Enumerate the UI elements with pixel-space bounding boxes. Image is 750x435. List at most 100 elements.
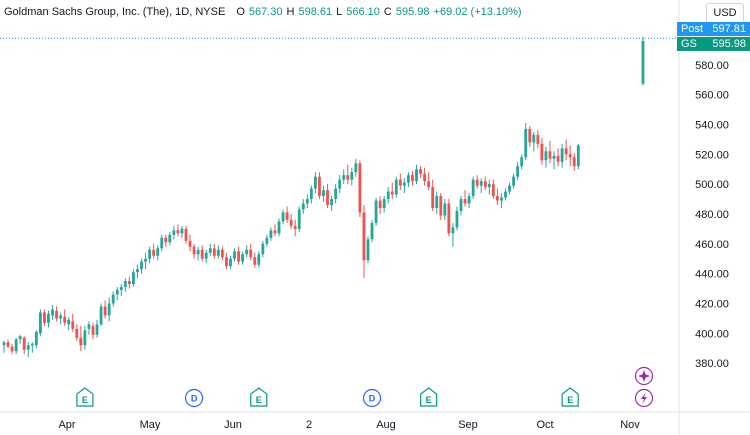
candle — [500, 193, 503, 208]
candle — [479, 178, 483, 194]
high-label: H — [286, 6, 295, 18]
sparkle-icon[interactable] — [634, 366, 654, 386]
candle — [281, 209, 285, 225]
candle — [2, 340, 6, 353]
candle — [358, 160, 362, 217]
candle — [67, 316, 71, 331]
candle — [168, 231, 172, 246]
candle-body — [103, 306, 107, 316]
candle — [520, 154, 524, 170]
candle-body — [423, 173, 427, 182]
candle — [6, 339, 10, 349]
candle — [83, 325, 87, 350]
dividend-event-icon[interactable]: D — [184, 388, 204, 408]
y-tick-label: 480.00 — [695, 209, 729, 221]
price-tag-label: GS — [681, 38, 697, 50]
candle — [374, 197, 378, 226]
candle — [184, 225, 188, 244]
candle-body — [172, 230, 176, 235]
candle-body — [249, 249, 253, 258]
candle — [487, 179, 491, 195]
candle — [641, 37, 645, 86]
candle-body — [216, 249, 220, 256]
candle — [180, 225, 184, 238]
candle-body — [6, 342, 10, 347]
candle-body — [483, 181, 487, 188]
earnings-event-icon[interactable]: E — [250, 387, 268, 407]
candle — [87, 321, 91, 335]
candle-body — [127, 281, 131, 285]
candle-body — [568, 154, 572, 158]
candle — [241, 251, 245, 265]
earnings-letter: E — [82, 395, 88, 405]
candle-body — [188, 240, 192, 247]
candle-body — [366, 239, 370, 261]
currency-button[interactable]: USD — [706, 3, 744, 24]
candle — [568, 145, 572, 167]
open-value: 567.30 — [248, 6, 283, 18]
post-tag-label: Post — [681, 23, 704, 35]
candle-body — [148, 249, 152, 259]
candle — [407, 172, 410, 188]
candle — [463, 190, 467, 207]
candle — [18, 334, 22, 344]
symbol-title: Goldman Sachs Group, Inc. (The), 1D, NYS… — [4, 6, 226, 18]
candle — [136, 264, 139, 279]
dividend-letter: D — [369, 394, 376, 404]
candle — [495, 188, 499, 206]
candle — [435, 191, 439, 214]
candle — [156, 245, 160, 261]
candle-body — [386, 191, 390, 200]
candle-body — [75, 328, 79, 338]
candle — [253, 252, 257, 268]
earnings-event-icon[interactable]: E — [561, 387, 579, 407]
candle — [269, 227, 273, 241]
candle-body — [504, 191, 507, 198]
candle-body — [34, 331, 38, 346]
candle — [212, 243, 216, 259]
earnings-event-icon[interactable]: E — [420, 387, 438, 407]
candle — [532, 131, 536, 152]
candle-body — [326, 190, 329, 206]
candle-body — [564, 148, 568, 155]
x-tick-label: May — [140, 419, 161, 431]
candle-body — [233, 251, 236, 259]
candle-body — [63, 316, 67, 323]
candle — [475, 175, 479, 189]
x-tick-label: Sep — [458, 419, 478, 431]
split-event-icon[interactable] — [634, 388, 654, 408]
candle-body — [208, 248, 212, 253]
candle — [415, 164, 418, 185]
low-label: L — [336, 6, 343, 18]
candle — [382, 196, 386, 213]
candle — [277, 218, 281, 237]
post-market-tag: Post 597.81 — [677, 22, 750, 36]
candle — [309, 185, 313, 204]
candle — [172, 225, 176, 240]
candle-body — [273, 230, 277, 234]
dividend-event-icon[interactable]: D — [362, 388, 382, 408]
candle — [111, 291, 115, 307]
candle — [229, 255, 232, 270]
candle — [512, 173, 515, 189]
candle-body — [43, 312, 46, 323]
candle-body — [22, 337, 26, 350]
last-price-tag: GS 595.98 — [677, 37, 750, 51]
candle-body — [79, 337, 83, 346]
candle — [208, 243, 212, 256]
candle — [467, 193, 471, 208]
post-tag-value: 597.81 — [712, 23, 746, 35]
change-value: +69.02 (+13.10%) — [433, 6, 522, 18]
candle — [22, 336, 26, 355]
candle-body — [253, 257, 257, 265]
candle-body — [38, 312, 42, 334]
candle-body — [95, 324, 99, 335]
candle-body — [241, 254, 245, 262]
y-tick-label: 520.00 — [695, 149, 729, 161]
candle-body — [354, 163, 358, 173]
candle — [148, 246, 152, 264]
earnings-event-icon[interactable]: E — [76, 387, 94, 407]
candle-body — [520, 157, 524, 167]
candle-body — [467, 196, 471, 204]
